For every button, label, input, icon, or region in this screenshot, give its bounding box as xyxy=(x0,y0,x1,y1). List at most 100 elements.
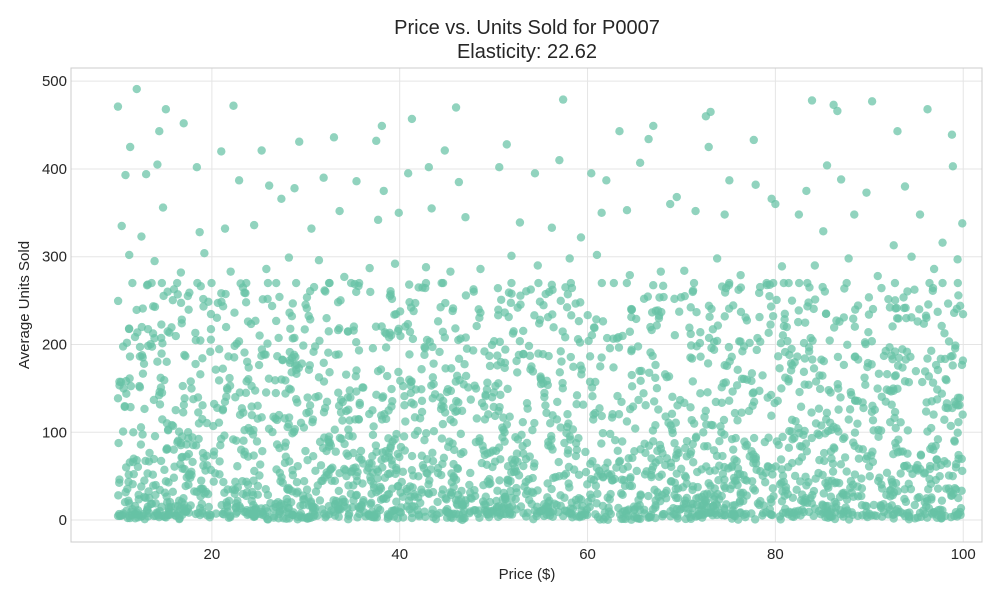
data-point xyxy=(139,359,149,368)
data-point xyxy=(653,488,662,497)
data-point xyxy=(280,458,290,468)
data-point xyxy=(709,501,718,511)
data-point xyxy=(561,333,570,342)
data-point xyxy=(888,354,897,364)
data-point xyxy=(927,495,936,504)
data-point xyxy=(923,354,932,363)
y-tick-label: 500 xyxy=(42,73,67,90)
data-point xyxy=(423,469,432,478)
data-point xyxy=(875,473,884,482)
data-point xyxy=(169,473,179,482)
data-point xyxy=(592,463,602,472)
data-point xyxy=(406,377,415,387)
data-point xyxy=(176,438,186,448)
data-point xyxy=(633,342,643,351)
data-point xyxy=(199,302,208,311)
data-point xyxy=(711,397,721,407)
data-point xyxy=(847,508,857,517)
data-point xyxy=(944,337,954,346)
data-point xyxy=(651,373,660,382)
data-point xyxy=(149,395,159,405)
data-point xyxy=(910,285,919,294)
data-point xyxy=(277,375,286,384)
data-point xyxy=(764,433,773,442)
data-point xyxy=(548,445,557,454)
data-point xyxy=(483,378,492,387)
data-point xyxy=(726,484,735,494)
data-point xyxy=(403,169,413,178)
data-point xyxy=(212,313,222,322)
data-point xyxy=(113,102,123,111)
data-point xyxy=(747,369,757,378)
data-point xyxy=(830,444,839,453)
data-point xyxy=(480,402,489,411)
data-point xyxy=(807,96,817,105)
data-point xyxy=(392,429,401,439)
y-tick-label: 0 xyxy=(59,512,67,529)
data-point xyxy=(169,285,179,294)
data-point xyxy=(295,137,304,146)
data-point xyxy=(288,299,297,308)
data-point xyxy=(258,509,268,518)
data-point xyxy=(433,468,443,478)
data-point xyxy=(160,375,169,385)
data-point xyxy=(900,494,909,504)
data-point xyxy=(121,488,130,497)
data-point xyxy=(461,291,471,300)
y-tick-label: 400 xyxy=(42,161,67,178)
data-point xyxy=(884,294,893,304)
data-point xyxy=(523,404,532,413)
data-point xyxy=(902,347,912,356)
data-point xyxy=(764,462,773,471)
data-point xyxy=(461,213,470,222)
data-point xyxy=(830,514,840,524)
data-point xyxy=(543,312,553,322)
data-point xyxy=(322,397,332,407)
data-point xyxy=(732,381,742,390)
data-point xyxy=(810,295,820,304)
data-point xyxy=(673,511,682,521)
data-point xyxy=(477,458,487,468)
data-point xyxy=(793,352,802,361)
data-point xyxy=(792,485,801,495)
data-point xyxy=(953,428,962,437)
data-point xyxy=(489,336,499,346)
data-point xyxy=(336,505,345,514)
data-point xyxy=(378,392,388,401)
data-point xyxy=(808,355,817,364)
data-point xyxy=(614,457,624,467)
data-point xyxy=(673,493,683,503)
data-point xyxy=(575,512,584,522)
data-point xyxy=(648,351,657,361)
data-point xyxy=(216,441,225,450)
data-point xyxy=(438,327,448,337)
data-point xyxy=(162,357,171,367)
data-point xyxy=(480,450,490,460)
data-point xyxy=(641,401,650,410)
data-point xyxy=(661,412,670,421)
data-point xyxy=(179,400,189,410)
data-point xyxy=(784,443,794,453)
data-point xyxy=(736,488,745,498)
data-point xyxy=(184,305,193,314)
data-point xyxy=(829,323,839,332)
data-point xyxy=(495,162,504,172)
data-point xyxy=(703,359,713,368)
data-point xyxy=(903,508,912,518)
data-point xyxy=(819,448,829,458)
data-point xyxy=(556,423,565,432)
data-point xyxy=(613,391,622,401)
data-point xyxy=(383,490,392,499)
data-point xyxy=(778,432,787,442)
data-point xyxy=(506,298,516,308)
data-point xyxy=(893,361,903,370)
data-point xyxy=(178,381,187,391)
data-point xyxy=(720,210,729,219)
data-point xyxy=(394,208,403,218)
data-point xyxy=(609,278,619,288)
data-point xyxy=(137,232,146,241)
data-point xyxy=(907,252,916,261)
data-point xyxy=(692,494,701,503)
data-point xyxy=(319,408,329,417)
data-point xyxy=(728,387,737,396)
